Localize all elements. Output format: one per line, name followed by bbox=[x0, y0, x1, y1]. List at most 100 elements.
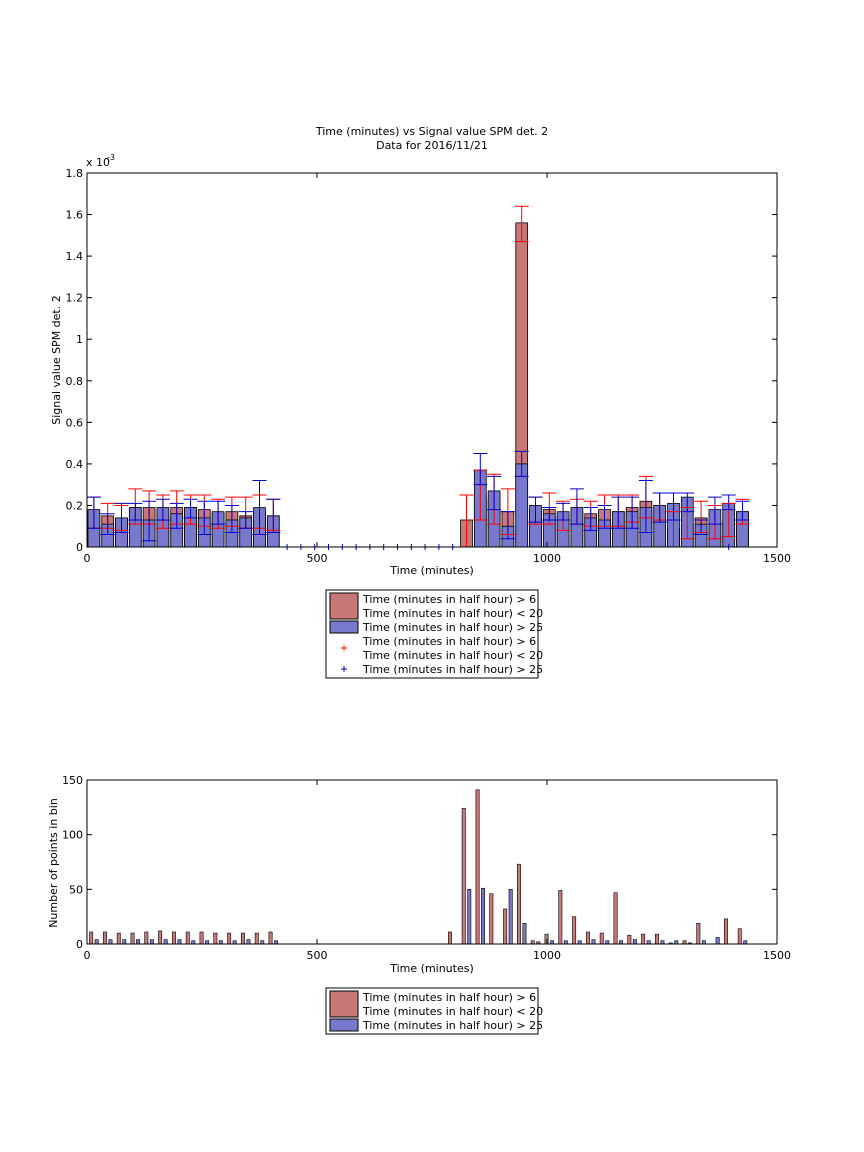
count-bar bbox=[158, 930, 163, 945]
error-bar bbox=[197, 500, 212, 536]
count-bar bbox=[481, 887, 486, 945]
count-bar bbox=[268, 931, 273, 945]
count-bar bbox=[737, 928, 742, 945]
count-bar bbox=[246, 939, 251, 945]
count-bar bbox=[254, 932, 259, 945]
error-bar bbox=[224, 504, 239, 533]
error-bar bbox=[142, 500, 157, 542]
y-tick-label: 50 bbox=[69, 883, 83, 896]
error-bar bbox=[666, 492, 681, 521]
error-bar bbox=[528, 496, 543, 523]
error-bar bbox=[514, 450, 529, 477]
count-bar bbox=[572, 916, 577, 945]
signal-chart: Time (minutes) vs Signal value SPM det. … bbox=[50, 125, 791, 679]
error-bar bbox=[473, 453, 488, 486]
y-tick-label: 0.2 bbox=[66, 499, 84, 512]
count-bar bbox=[503, 908, 508, 945]
error-bar bbox=[155, 498, 170, 521]
legend-entry: Time (minutes in half hour) > 25 bbox=[329, 620, 543, 634]
error-bar bbox=[487, 475, 502, 511]
y-axis-label: Signal value SPM det. 2 bbox=[50, 295, 63, 425]
count-bar bbox=[171, 931, 176, 945]
error-bar bbox=[721, 494, 736, 511]
count-bar bbox=[613, 892, 618, 945]
x-axis-ticks: 0 500 1000 1500 bbox=[84, 780, 791, 962]
y-axis-ticks: 0 0.2 0.4 0.6 0.8 1 1.2 1.4 1.6 1.8 bbox=[66, 167, 777, 554]
count-bar bbox=[227, 932, 232, 945]
count-bar bbox=[130, 932, 135, 945]
x-tick-label: 1000 bbox=[533, 949, 561, 962]
legend-label: Time (minutes in half hour) > 6 bbox=[362, 991, 536, 1004]
error-bar bbox=[238, 511, 253, 529]
count-bar bbox=[461, 808, 466, 945]
count-bar bbox=[591, 939, 596, 945]
error-bar bbox=[252, 480, 267, 536]
y-tick-label: 100 bbox=[62, 829, 83, 842]
error-bar bbox=[169, 502, 184, 529]
errorbars-layer bbox=[86, 205, 750, 548]
count-bar bbox=[199, 931, 204, 945]
count-bar bbox=[89, 931, 94, 945]
y-axis-ticks: 0 50 100 150 bbox=[62, 774, 777, 951]
legend-swatch bbox=[329, 620, 359, 634]
legend-entry: Time (minutes in half hour) > 25 bbox=[341, 663, 543, 676]
count-bar bbox=[627, 934, 632, 945]
error-bar bbox=[86, 496, 101, 529]
plot-frame bbox=[86, 172, 778, 548]
count-bar bbox=[585, 931, 590, 945]
count-bar bbox=[240, 932, 245, 945]
bars-layer bbox=[87, 222, 749, 548]
count-bar bbox=[467, 889, 472, 945]
count-bar bbox=[599, 932, 604, 945]
count-bar bbox=[144, 931, 149, 945]
x-tick-label: 1000 bbox=[533, 552, 561, 565]
x-tick-label: 500 bbox=[307, 949, 328, 962]
count-bar bbox=[177, 939, 182, 945]
y-tick-label: 0 bbox=[76, 541, 83, 554]
x-tick-label: 1500 bbox=[763, 552, 791, 565]
count-bar bbox=[136, 939, 141, 945]
error-bar bbox=[583, 507, 598, 531]
y-tick-label: 0.6 bbox=[66, 416, 84, 429]
x-axis-label: Time (minutes) bbox=[389, 962, 474, 975]
error-bar bbox=[652, 492, 667, 523]
y-tick-label: 1.8 bbox=[66, 167, 84, 180]
legend-marker bbox=[341, 645, 347, 651]
legend-label: Time (minutes in half hour) < 20 bbox=[362, 607, 543, 620]
error-bar bbox=[625, 496, 640, 529]
count-bar bbox=[632, 939, 637, 945]
x-tick-label: 500 bbox=[307, 552, 328, 565]
error-bar bbox=[694, 519, 709, 536]
error-bar bbox=[680, 492, 695, 513]
error-bar bbox=[542, 507, 557, 521]
error-bar bbox=[611, 496, 626, 529]
legend-label: Time (minutes in half hour) > 6 bbox=[362, 593, 536, 606]
legend-swatch bbox=[329, 1018, 359, 1032]
count-chart: 0 500 1000 1500 0 50 100 150 Time (minutes) Nu… bbox=[47, 774, 791, 1035]
error-bar bbox=[638, 480, 653, 533]
x-axis-ticks: 0 500 1000 1500 bbox=[84, 173, 791, 565]
count-bar bbox=[94, 939, 99, 945]
error-bar bbox=[556, 502, 571, 521]
x-tick-label: 1500 bbox=[763, 949, 791, 962]
error-bar bbox=[211, 500, 226, 525]
y-tick-label: 1.2 bbox=[66, 292, 84, 305]
count-bar bbox=[654, 933, 659, 945]
count-bar bbox=[558, 890, 563, 945]
count-bar bbox=[475, 789, 480, 945]
plot-frame bbox=[86, 779, 778, 945]
y-tick-label: 0.4 bbox=[66, 458, 84, 471]
x-tick-label: 0 bbox=[84, 949, 91, 962]
error-bar bbox=[569, 488, 584, 525]
error-bar bbox=[735, 500, 750, 521]
legend-box bbox=[325, 589, 539, 679]
count-bar bbox=[641, 933, 646, 945]
count-bar bbox=[723, 918, 728, 945]
legend-label: Time (minutes in half hour) > 25 bbox=[362, 621, 543, 634]
error-bar bbox=[100, 513, 115, 536]
error-bar bbox=[114, 502, 129, 533]
count-bar bbox=[516, 863, 521, 945]
